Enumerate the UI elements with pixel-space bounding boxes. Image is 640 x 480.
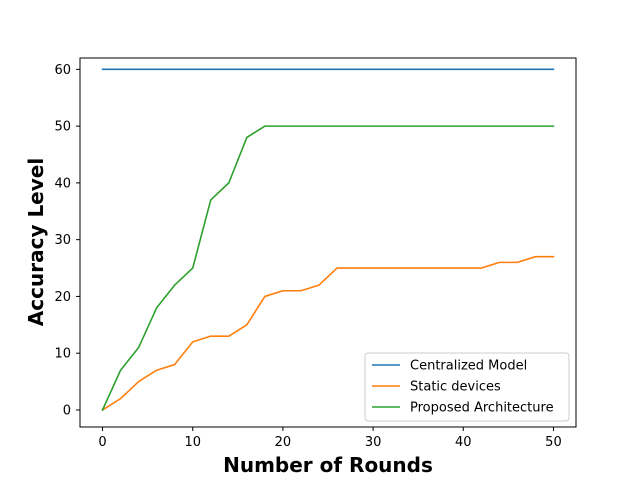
y-tick-label: 50 [54,120,71,135]
y-axis-title: Accuracy Level [24,158,48,326]
x-tick-label: 20 [275,435,292,450]
series-line-2 [101,125,555,412]
y-tick-label: 10 [54,347,71,362]
legend-label-0: Centralized Model [410,359,527,374]
y-tick-label: 40 [54,176,71,191]
x-tick-label: 0 [98,435,106,450]
legend-label-1: Static devices [410,380,501,395]
y-axis: 0 10 20 30 40 50 60 [54,63,80,418]
y-tick-label: 60 [54,63,71,78]
x-axis-title: Number of Rounds [223,453,433,477]
x-tick-label: 40 [455,435,472,450]
x-tick-label: 30 [365,435,382,450]
x-tick-label: 50 [545,435,562,450]
legend: Centralized Model Static devices Proposed … [364,352,570,422]
y-tick-label: 0 [63,403,71,418]
y-tick-label: 30 [54,233,71,248]
x-tick-label: 10 [184,435,201,450]
legend-label-2: Proposed Architecture [410,401,554,416]
legend-box [364,352,570,422]
plot-area-frame [79,57,577,428]
series-layer [101,68,555,412]
x-axis: 0 10 20 30 40 50 [98,427,562,450]
y-tick-label: 20 [54,290,71,305]
series-line-1 [101,255,555,412]
